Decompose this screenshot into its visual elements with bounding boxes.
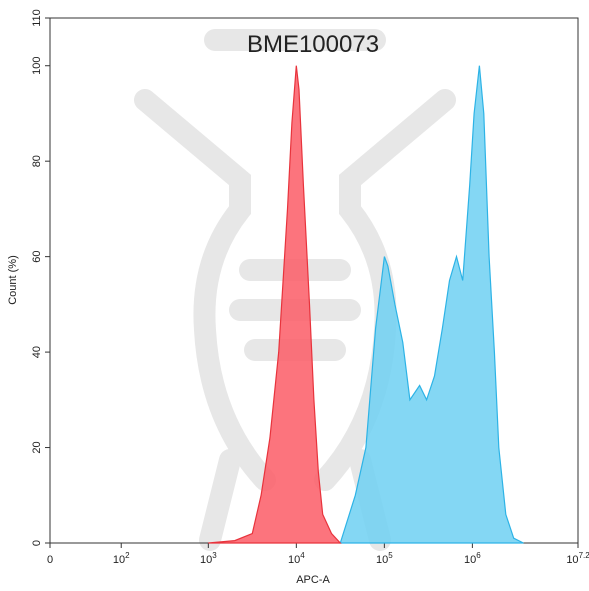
x-tick-label: 0 [47, 554, 53, 566]
y-tick-label: 60 [31, 251, 43, 263]
x-tick-exponent: 5 [388, 551, 393, 560]
y-tick-label: 110 [31, 9, 43, 27]
x-tick-base: 10 [200, 554, 212, 566]
y-tick-label: 40 [31, 346, 43, 358]
y-tick-label: 80 [31, 155, 43, 167]
x-tick-base: 10 [376, 554, 388, 566]
x-tick-base: 10 [288, 554, 300, 566]
chart-title: BME100073 [247, 31, 379, 58]
x-tick-base: 10 [464, 554, 476, 566]
y-tick-label: 20 [31, 441, 43, 453]
y-tick-label: 100 [31, 57, 43, 75]
x-tick-exponent: 4 [300, 551, 305, 560]
x-axis-label: APC-A [296, 574, 330, 586]
x-tick-label: 102 [113, 551, 130, 566]
x-tick-label: 105 [376, 551, 393, 566]
x-tick-base: 10 [566, 554, 578, 566]
x-tick-exponent: 7.2 [579, 551, 589, 560]
x-tick-exponent: 6 [476, 551, 481, 560]
y-tick-label: 0 [31, 540, 43, 546]
x-tick-exponent: 2 [125, 551, 130, 560]
x-tick-label: 104 [288, 551, 305, 566]
y-axis-label: Count (%) [7, 255, 19, 305]
x-tick-label: 107.2 [566, 551, 589, 566]
x-tick-label: 106 [464, 551, 481, 566]
histogram-area [339, 65, 524, 544]
histogram-area [208, 65, 342, 544]
x-tick-base: 10 [113, 554, 125, 566]
x-tick-exponent: 3 [212, 551, 217, 560]
x-tick-label: 103 [200, 551, 217, 566]
